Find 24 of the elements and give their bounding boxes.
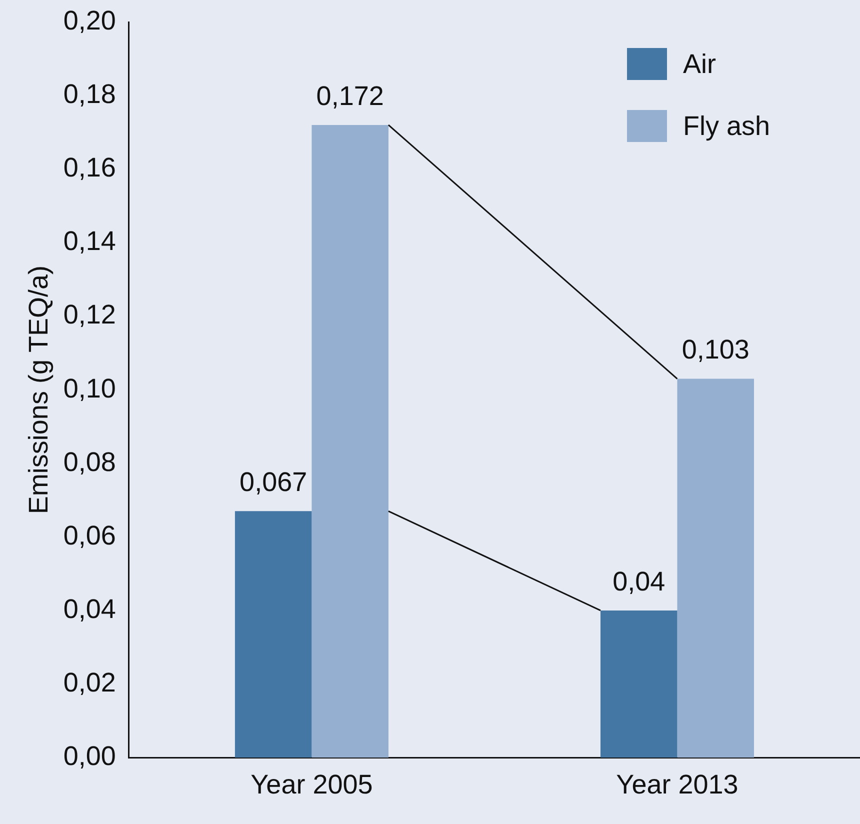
text: 0,103 (682, 334, 750, 365)
y-tick-label: 0,00 (63, 741, 116, 772)
y-tick-label: 0,02 (63, 667, 116, 698)
y-tick-label: 0,16 (63, 152, 116, 183)
y-tick-label: 0,12 (63, 300, 116, 330)
y-tick-label: 0,06 (63, 520, 116, 550)
y-tick-label: 0,10 (63, 373, 116, 404)
text: 0,172 (316, 80, 384, 111)
x-tick-label: Year 2005 (250, 769, 373, 800)
legend-label: Air (682, 48, 716, 80)
bar (600, 610, 678, 758)
y-tick-label: 0,04 (63, 594, 116, 624)
text: 0,067 (240, 467, 308, 498)
y-tick-label: 0,08 (63, 446, 116, 477)
text: 0,04 (612, 566, 666, 596)
y-tick-label: 0,18 (63, 79, 116, 110)
bar (677, 378, 754, 758)
y-axis-title: Emissions (g TEQ/a) (24, 266, 54, 514)
legend-label: Fly ash (682, 110, 770, 142)
x-tick-label: Year 2013 (616, 769, 738, 800)
y-tick-label: 0,14 (63, 226, 116, 256)
bar (312, 124, 388, 758)
y-tick-label: 0,20 (63, 5, 116, 36)
bar (234, 511, 312, 758)
